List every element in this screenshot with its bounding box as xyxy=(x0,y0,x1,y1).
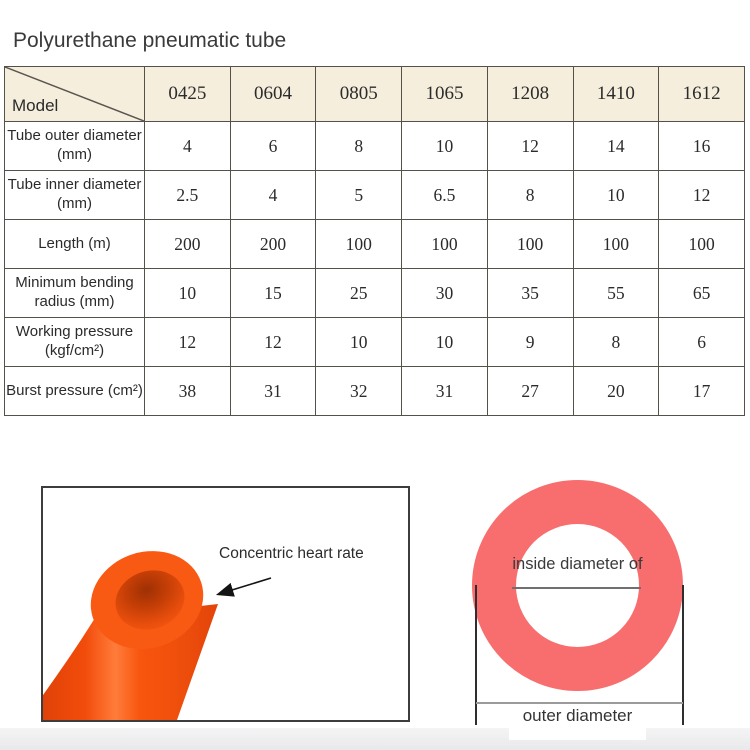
row-label: Length (m) xyxy=(4,219,145,269)
diagonal-divider-line xyxy=(5,67,144,121)
spec-value: 10 xyxy=(401,317,488,367)
spec-value: 5 xyxy=(315,170,403,220)
spec-value: 6.5 xyxy=(401,170,488,220)
model-column-header: 1612 xyxy=(658,66,745,122)
model-column-header: 0604 xyxy=(229,66,317,122)
table-row: Minimum bending radius (mm) 10 15 25 30 … xyxy=(4,268,745,318)
row-label: Minimum bending radius (mm) xyxy=(4,268,145,318)
spec-value: 8 xyxy=(315,121,403,171)
spec-value: 4 xyxy=(229,170,317,220)
model-column-header: 0805 xyxy=(315,66,403,122)
spec-value: 200 xyxy=(229,219,317,269)
spec-value: 100 xyxy=(401,219,488,269)
spec-value: 6 xyxy=(658,317,745,367)
inside-diameter-line xyxy=(512,587,641,589)
spec-value: 100 xyxy=(486,219,574,269)
spec-value: 200 xyxy=(144,219,231,269)
table-header-row: Model 0425 0604 0805 1065 1208 1410 1612 xyxy=(4,66,745,122)
table-row: Working pressure (kgf/cm²) 12 12 10 10 9… xyxy=(4,317,745,367)
spec-value: 8 xyxy=(486,170,574,220)
model-column-header: 1410 xyxy=(572,66,660,122)
spec-value: 30 xyxy=(401,268,488,318)
outer-diameter-left-tick xyxy=(475,585,477,725)
spec-value: 100 xyxy=(315,219,403,269)
spec-value: 10 xyxy=(315,317,403,367)
spec-value: 10 xyxy=(572,170,660,220)
spec-value: 2.5 xyxy=(144,170,231,220)
inside-diameter-label: inside diameter of xyxy=(512,555,643,573)
spec-value: 12 xyxy=(229,317,317,367)
row-label: Tube outer diameter (mm) xyxy=(4,121,145,171)
outer-diameter-right-tick xyxy=(682,585,684,725)
spec-value: 12 xyxy=(658,170,745,220)
outer-diameter-line xyxy=(476,702,683,704)
spec-value: 10 xyxy=(401,121,488,171)
spec-value: 31 xyxy=(229,366,317,416)
spec-value: 100 xyxy=(572,219,660,269)
tube-annotation-label: Concentric heart rate xyxy=(219,545,364,562)
table-row: Tube outer diameter (mm) 4 6 8 10 12 14 … xyxy=(4,121,745,171)
table-row: Tube inner diameter (mm) 2.5 4 5 6.5 8 1… xyxy=(4,170,745,220)
row-label: Tube inner diameter (mm) xyxy=(4,170,145,220)
spec-value: 65 xyxy=(658,268,745,318)
table-row: Length (m) 200 200 100 100 100 100 100 xyxy=(4,219,745,269)
spec-value: 10 xyxy=(144,268,231,318)
spec-value: 14 xyxy=(572,121,660,171)
spec-value: 20 xyxy=(572,366,660,416)
model-column-header: 1208 xyxy=(486,66,574,122)
row-label: Working pressure (kgf/cm²) xyxy=(4,317,145,367)
spec-value: 4 xyxy=(144,121,231,171)
outer-diameter-label: outer diameter xyxy=(508,704,647,740)
model-column-header: 0425 xyxy=(144,66,231,122)
spec-value: 17 xyxy=(658,366,745,416)
row-label: Burst pressure (cm²) xyxy=(4,366,145,416)
spec-value: 27 xyxy=(486,366,574,416)
orange-tube-illustration xyxy=(43,551,272,720)
outer-diameter-label-wrap: outer diameter xyxy=(472,704,683,740)
spec-value: 8 xyxy=(572,317,660,367)
spec-value: 15 xyxy=(229,268,317,318)
model-column-header: 1065 xyxy=(401,66,488,122)
spec-value: 16 xyxy=(658,121,745,171)
spec-value: 9 xyxy=(486,317,574,367)
table-row: Burst pressure (cm²) 38 31 32 31 27 20 1… xyxy=(4,366,745,416)
model-corner-label: Model xyxy=(12,96,59,115)
spec-value: 55 xyxy=(572,268,660,318)
spec-table: Model 0425 0604 0805 1065 1208 1410 1612… xyxy=(4,66,745,416)
tube-inner-hole xyxy=(115,570,185,630)
spec-value: 38 xyxy=(144,366,231,416)
spec-value: 100 xyxy=(658,219,745,269)
tube-photo-frame: Concentric heart rate xyxy=(41,486,410,722)
annotation-arrow xyxy=(215,577,272,597)
spec-value: 31 xyxy=(401,366,488,416)
spec-value: 12 xyxy=(486,121,574,171)
spec-value: 12 xyxy=(144,317,231,367)
spec-value: 35 xyxy=(486,268,574,318)
tube-cross-section-ring xyxy=(472,480,683,691)
model-corner-cell: Model xyxy=(4,66,145,122)
page-title: Polyurethane pneumatic tube xyxy=(13,29,287,52)
spec-value: 25 xyxy=(315,268,403,318)
spec-value: 32 xyxy=(315,366,403,416)
spec-value: 6 xyxy=(229,121,317,171)
